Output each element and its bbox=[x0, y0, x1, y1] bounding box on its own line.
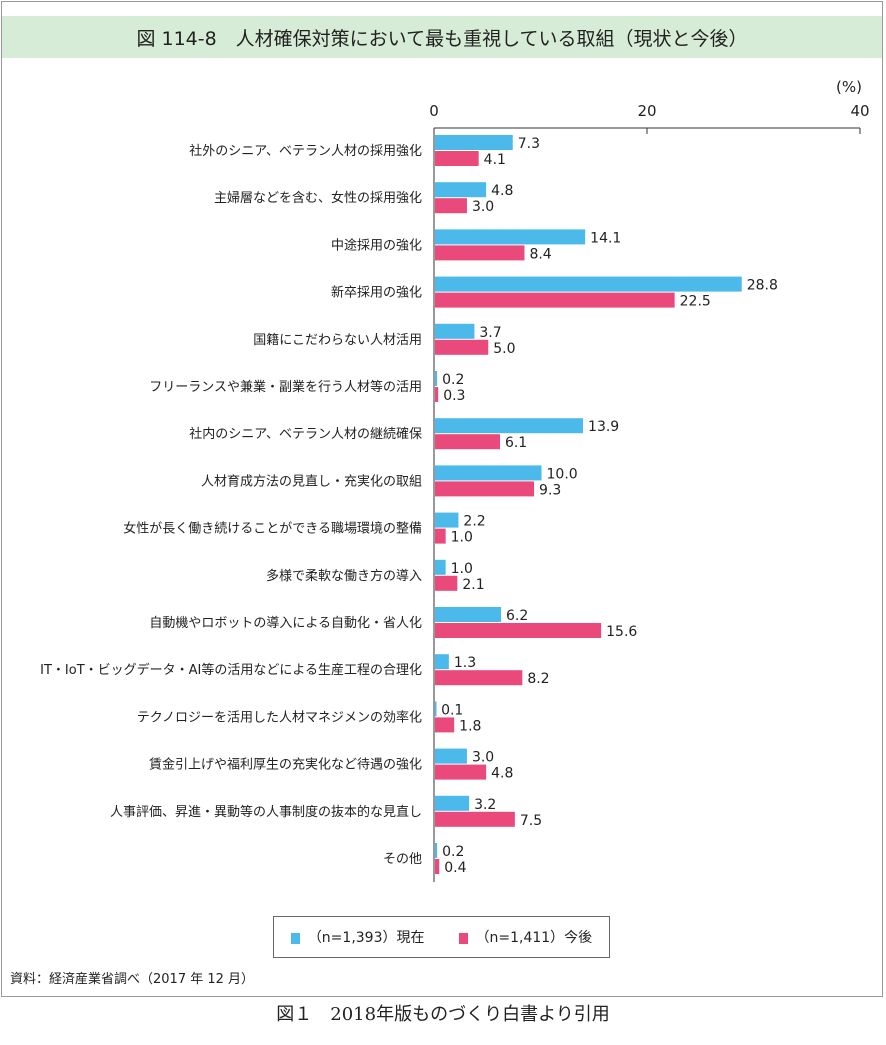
x-tick-label: 40 bbox=[850, 102, 869, 120]
category-label: 社外のシニア、ベテラン人材の採用強化 bbox=[189, 143, 422, 159]
value-label-current: 4.8 bbox=[491, 183, 513, 199]
bar-current bbox=[435, 607, 502, 622]
bar-future bbox=[435, 151, 479, 166]
category-label: IT・IoT・ビッグデータ・AI等の活用などによる生産工程の合理化 bbox=[40, 662, 422, 678]
value-label-future: 3.0 bbox=[472, 199, 494, 215]
legend: （n=1,393）現在 （n=1,411）今後 bbox=[273, 916, 610, 958]
value-label-future: 1.0 bbox=[451, 530, 473, 546]
bar-future bbox=[435, 670, 523, 686]
legend-item-future: （n=1,411）今後 bbox=[458, 927, 593, 947]
bar-future bbox=[435, 481, 535, 497]
bar-current bbox=[435, 701, 437, 717]
bar-current bbox=[435, 323, 475, 339]
category-label: 中途採用の強化 bbox=[331, 237, 422, 253]
value-label-current: 2.2 bbox=[463, 514, 485, 530]
bar-future bbox=[435, 528, 446, 544]
value-label-current: 7.3 bbox=[518, 136, 540, 152]
bar-current bbox=[435, 512, 459, 528]
category-label: 人材育成方法の見直し・充実化の取組 bbox=[201, 473, 422, 489]
value-label-current: 1.3 bbox=[454, 655, 476, 671]
category-label: 主婦層などを含む、女性の採用強化 bbox=[214, 190, 422, 206]
bar-future bbox=[435, 859, 440, 874]
value-label-future: 9.3 bbox=[539, 482, 561, 498]
category-label: 新卒採用の強化 bbox=[331, 285, 422, 301]
source-note: 資料：経済産業省調べ（2017 年 12 月） bbox=[10, 972, 255, 987]
value-label-future: 7.5 bbox=[520, 813, 542, 829]
bar-current bbox=[435, 276, 742, 292]
value-label-current: 3.0 bbox=[472, 750, 494, 766]
value-label-future: 8.4 bbox=[529, 246, 551, 262]
legend-swatch-current bbox=[290, 932, 300, 944]
bar-current bbox=[435, 559, 446, 575]
figure-title: 図 114-8 人材確保対策において最も重視している取組（現状と今後） bbox=[2, 16, 882, 58]
category-label: 社内のシニア、ベテラン人材の継続確保 bbox=[189, 426, 422, 442]
category-label: その他 bbox=[383, 852, 422, 867]
value-label-current: 0.2 bbox=[442, 372, 464, 388]
category-label: 賃金引上げや福利厚生の充実化など待遇の強化 bbox=[149, 757, 422, 773]
value-label-current: 3.7 bbox=[479, 325, 501, 341]
bar-future bbox=[435, 198, 467, 214]
bar-current bbox=[435, 654, 449, 670]
value-label-future: 8.2 bbox=[527, 671, 549, 687]
bar-current bbox=[435, 229, 586, 245]
bar-future bbox=[435, 764, 487, 780]
value-label-current: 1.0 bbox=[451, 561, 473, 577]
bar-future bbox=[435, 387, 439, 402]
category-label: テクノロジーを活用した人材マネジメンの効率化 bbox=[137, 709, 422, 725]
category-label: 人事評価、昇進・異動等の人事制度の抜本的な見直し bbox=[110, 804, 422, 820]
bar-future bbox=[435, 575, 458, 591]
bar-future bbox=[435, 623, 602, 638]
value-label-future: 6.1 bbox=[505, 435, 527, 451]
value-label-future: 22.5 bbox=[680, 294, 711, 310]
bar-current bbox=[435, 371, 438, 386]
value-label-future: 4.1 bbox=[484, 152, 506, 168]
value-label-future: 0.4 bbox=[444, 860, 466, 876]
category-label: 自動機やロボットの導入による自動化・省人化 bbox=[149, 616, 422, 631]
legend-item-current: （n=1,393）現在 bbox=[290, 927, 425, 947]
value-label-current: 3.2 bbox=[474, 797, 496, 813]
figure-caption: 図１ 2018年版ものづくり白書より引用 bbox=[276, 1004, 610, 1025]
value-label-future: 5.0 bbox=[493, 341, 515, 357]
figure-frame bbox=[1, 1, 883, 997]
bar-current bbox=[435, 135, 513, 150]
bar-future bbox=[435, 717, 455, 733]
value-label-current: 6.2 bbox=[506, 608, 528, 624]
bar-future bbox=[435, 245, 525, 261]
value-label-future: 1.8 bbox=[459, 718, 481, 734]
bar-current bbox=[435, 843, 438, 858]
category-label: フリーランスや兼業・副業を行う人材等の活用 bbox=[149, 379, 422, 395]
bar-future bbox=[435, 434, 500, 450]
unit-label: (%) bbox=[836, 78, 862, 96]
value-label-current: 28.8 bbox=[747, 278, 778, 294]
bar-future bbox=[435, 811, 515, 827]
bar-current bbox=[435, 465, 542, 481]
bar-chart: (%) 0 20 40 社外のシニア、ベテラン人材の採用強化 7.3 4.1 主婦層などを含… bbox=[40, 78, 870, 882]
bar-current bbox=[435, 795, 470, 811]
bar-current bbox=[435, 418, 584, 434]
legend-label-future: （n=1,411）今後 bbox=[475, 930, 593, 946]
value-label-current: 13.9 bbox=[588, 419, 619, 435]
category-label: 国籍にこだわらない人材活用 bbox=[253, 332, 422, 348]
value-label-current: 10.0 bbox=[547, 466, 578, 482]
x-tick-label: 0 bbox=[429, 102, 439, 120]
value-label-current: 0.1 bbox=[441, 702, 463, 718]
category-label: 女性が長く働き続けることができる職場環境の整備 bbox=[123, 521, 422, 537]
value-label-current: 14.1 bbox=[590, 230, 621, 246]
value-label-future: 15.6 bbox=[606, 624, 637, 640]
value-label-current: 0.2 bbox=[442, 844, 464, 860]
bar-future bbox=[435, 339, 489, 355]
value-label-future: 2.1 bbox=[462, 577, 484, 593]
x-tick-label: 20 bbox=[637, 102, 656, 120]
legend-swatch-future bbox=[458, 932, 468, 944]
bar-current bbox=[435, 182, 487, 198]
category-label: 多様で柔軟な働き方の導入 bbox=[266, 568, 422, 584]
legend-label-current: （n=1,393）現在 bbox=[307, 930, 425, 946]
value-label-future: 0.3 bbox=[443, 388, 465, 404]
value-label-future: 4.8 bbox=[491, 766, 513, 782]
bar-current bbox=[435, 748, 467, 764]
bar-future bbox=[435, 292, 675, 308]
